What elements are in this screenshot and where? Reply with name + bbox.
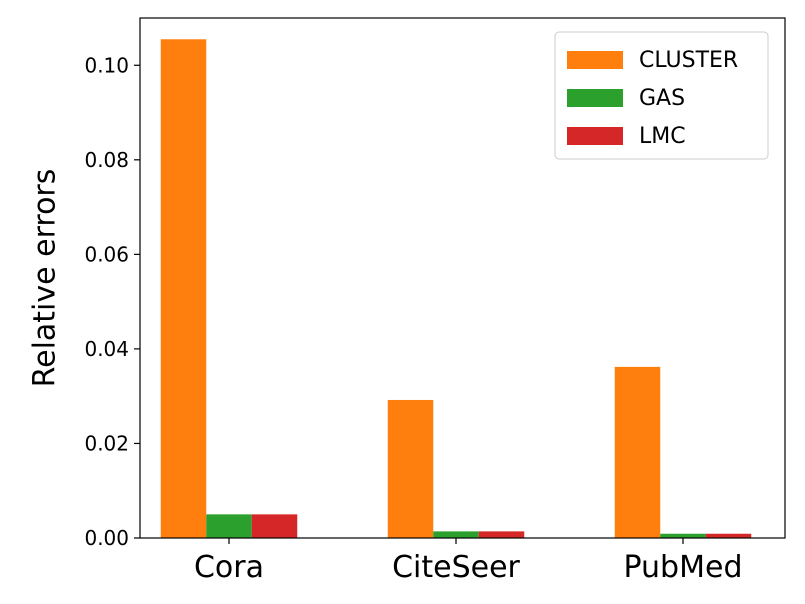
bar-cluster-citeseer — [387, 399, 434, 538]
bar-gas-citeseer — [433, 531, 479, 538]
plot-frame — [139, 17, 786, 539]
y-axis-ticks: 0.00 0.02 0.04 0.06 0.08 0.10 — [84, 53, 140, 550]
bar-lmc-citeseer — [478, 531, 525, 538]
bar-cluster-cora — [160, 39, 207, 539]
legend-swatch-cluster — [567, 51, 623, 69]
axes-group — [139, 17, 786, 539]
bar-lmc-cora — [251, 514, 298, 538]
bar-gas-pubmed — [660, 533, 706, 538]
x-tick-label: Cora — [194, 550, 264, 585]
legend-label-lmc: LMC — [639, 124, 686, 149]
y-axis-label: Relative errors — [28, 169, 63, 388]
legend-swatch-lmc — [567, 127, 623, 145]
y-tick-label: 0.08 — [84, 148, 129, 172]
y-tick-label: 0.10 — [84, 53, 129, 77]
bar-cluster-pubmed — [614, 366, 661, 538]
bar-gas-cora — [206, 514, 252, 538]
legend-swatch-gas — [567, 89, 623, 107]
x-tick-label: CiteSeer — [392, 550, 520, 585]
legend: CLUSTER GAS LMC — [554, 31, 769, 160]
y-tick-label: 0.06 — [84, 242, 129, 266]
y-tick-label: 0.00 — [84, 526, 129, 550]
legend-label-gas: GAS — [639, 86, 685, 111]
x-tick-label: PubMed — [623, 550, 742, 585]
bars-group — [160, 39, 752, 539]
y-tick-label: 0.04 — [84, 337, 129, 361]
bar-lmc-pubmed — [705, 533, 752, 538]
x-axis-ticks: Cora CiteSeer PubMed — [194, 538, 743, 585]
legend-label-cluster: CLUSTER — [639, 48, 738, 73]
y-tick-label: 0.02 — [84, 431, 129, 455]
